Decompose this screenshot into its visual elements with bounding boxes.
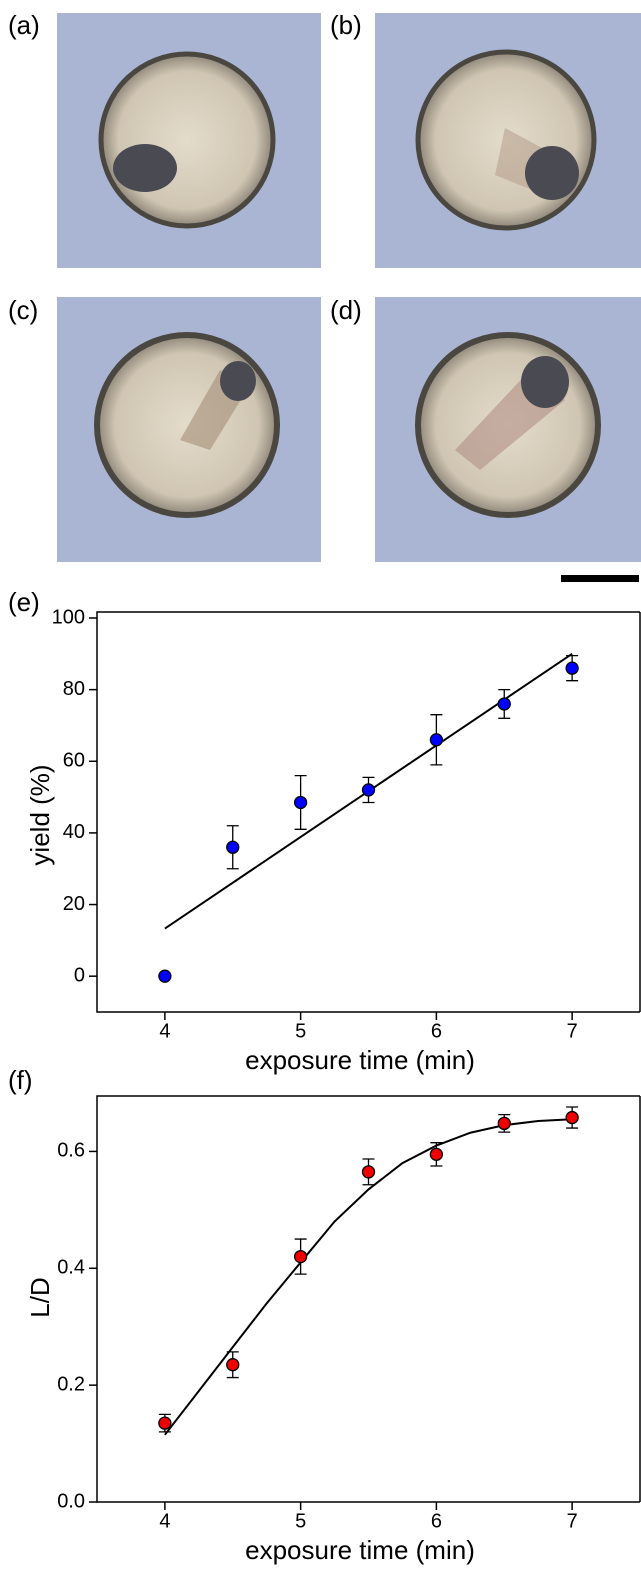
y-tick-label: 0.6 (57, 1140, 85, 1162)
data-point (158, 1416, 172, 1430)
y-tick-label: 0.2 (57, 1373, 85, 1395)
photo-d (375, 297, 641, 562)
y-tick-label: 40 (63, 821, 85, 843)
x-axis-label: exposure time (min) (245, 1535, 475, 1565)
panel-label: (e) (8, 587, 40, 617)
photo-c (57, 297, 321, 562)
y-tick-label: 0 (74, 964, 85, 986)
data-point (226, 1358, 240, 1372)
data-point (497, 697, 511, 711)
panel-label: (d) (330, 295, 362, 325)
plot-frame (96, 611, 640, 1013)
data-point (429, 1147, 444, 1161)
data-point (361, 783, 376, 797)
x-axis-label: exposure time (min) (245, 1045, 475, 1075)
x-tick-label: 4 (159, 1510, 170, 1532)
data-point (361, 1165, 376, 1179)
y-tick-label: 0.0 (57, 1490, 85, 1512)
x-tick-label: 6 (431, 1020, 442, 1042)
data-point (497, 1116, 511, 1131)
data-point (226, 840, 240, 854)
data-point (429, 733, 444, 747)
x-tick-label: 6 (431, 1510, 442, 1532)
photo-b (375, 13, 641, 268)
data-point (565, 1110, 579, 1125)
x-tick-label: 4 (159, 1020, 170, 1042)
photo-a (57, 13, 321, 268)
y-tick-label: 60 (63, 750, 85, 772)
panel-label: (f) (8, 1065, 33, 1095)
y-tick-label: 0.4 (57, 1257, 85, 1279)
data-point (565, 661, 579, 675)
y-tick-label: 20 (63, 893, 85, 915)
y-axis-label: L/D (25, 1277, 55, 1317)
y-axis-label: yield (%) (25, 764, 55, 865)
y-tick-label: 80 (63, 678, 85, 700)
y-tick-label: 100 (52, 606, 85, 628)
plot-frame (96, 1095, 640, 1503)
scale-bar (561, 575, 639, 582)
x-tick-label: 5 (295, 1510, 306, 1532)
data-point (293, 1249, 308, 1264)
panel-label: (c) (8, 295, 38, 325)
panel-label: (b) (330, 10, 362, 40)
x-tick-label: 7 (567, 1020, 578, 1042)
data-point (293, 795, 308, 810)
x-tick-label: 7 (567, 1510, 578, 1532)
panel-label: (a) (8, 10, 40, 40)
data-point (158, 969, 172, 983)
x-tick-label: 5 (295, 1020, 306, 1042)
